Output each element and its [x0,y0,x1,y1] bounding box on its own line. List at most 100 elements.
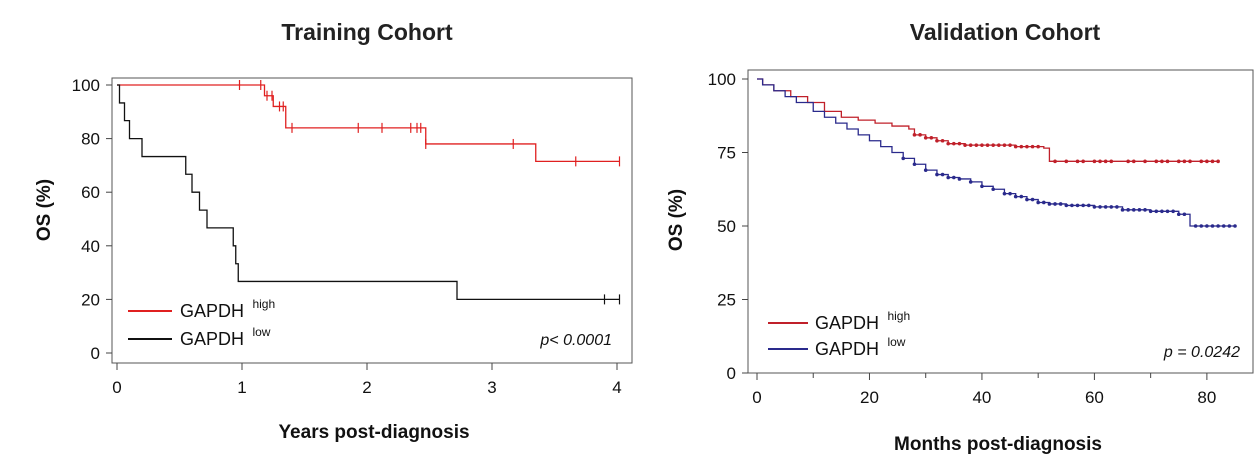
censor-mark [1109,205,1114,209]
censor-mark [912,133,917,137]
censor-mark [1176,212,1181,217]
censor-mark [940,172,945,177]
censor-mark [1098,159,1102,164]
censor-mark [1143,159,1147,164]
legend: GAPDH high GAPDH low [128,297,275,349]
censor-mark [1075,203,1080,208]
censor-mark [1053,202,1057,206]
censor-mark [1221,224,1226,228]
censor-mark [1131,159,1136,164]
censor-mark [1148,209,1153,214]
x-tick-label: 1 [237,378,246,397]
censor-mark [1176,159,1181,164]
censor-mark [1075,159,1080,164]
censor-mark [1036,200,1040,205]
censor-mark [1030,197,1035,202]
y-tick-label: 40 [81,237,100,256]
x-tick-label: 20 [860,388,879,407]
plot-frame [747,69,1254,374]
censor-mark [968,180,973,184]
survival-curves [757,78,1237,228]
censor-mark [1070,203,1074,208]
censor-mark [946,141,950,146]
y-tick-label: 60 [81,183,100,202]
censor-mark [952,141,956,146]
censor-mark [1025,197,1029,202]
survival-curves [117,80,621,305]
censor-mark [1165,209,1170,214]
censor-mark [1025,144,1029,149]
censor-mark [1092,159,1097,164]
censor-mark [1109,159,1114,164]
x-axis-title: Months post-diagnosis [894,434,1102,455]
legend: GAPDH high GAPDH low [768,309,910,359]
censor-mark [1160,159,1164,164]
censor-mark [923,168,928,172]
survival-curve-high [117,84,620,163]
legend-label: GAPDH [815,313,879,333]
censor-mark [968,143,973,147]
censor-mark [1030,144,1035,149]
x-tick-label: 0 [752,388,761,407]
censor-mark [1216,159,1220,164]
y-tick-label: 75 [717,144,736,163]
y-tick-label: 100 [708,70,736,89]
censor-mark [1058,202,1063,206]
censor-mark [1115,205,1119,209]
x-axis: 0 1 2 3 4 [112,363,622,397]
plot-frame [111,77,633,364]
censor-mark [929,136,934,140]
validation-cohort-panel: Validation Cohort 0 25 50 75 100 0 20 40 60 80 O… [666,19,1254,455]
x-tick-label: 4 [612,378,621,397]
x-tick-label: 0 [112,378,121,397]
censor-mark [957,141,962,146]
x-axis-title: Years post-diagnosis [278,422,469,443]
censor-mark [1042,200,1046,205]
censor-mark [901,156,906,161]
legend-entry-low: GAPDH low [180,325,271,349]
y-axis-title: OS (%) [666,189,687,251]
x-tick-label: 3 [487,378,496,397]
y-tick-label: 25 [717,291,736,310]
censor-mark [1205,224,1209,228]
censor-mark [1002,191,1007,196]
y-axis: 0 20 40 60 80 100 [72,76,112,363]
censor-mark [1013,194,1018,199]
censor-mark [1199,224,1204,228]
censor-mark [1199,159,1204,164]
x-tick-label: 2 [362,378,371,397]
censor-mark [1103,205,1108,209]
y-tick-label: 80 [81,130,100,149]
censor-mark [974,143,979,147]
censor-mark [1193,224,1198,228]
censor-mark [1008,191,1012,196]
y-axis-title: OS (%) [34,179,55,241]
censor-mark [935,138,939,143]
legend-sup: low [252,325,270,339]
censor-mark [1182,159,1187,164]
censor-mark [997,143,1001,147]
censor-mark [1137,208,1142,212]
censor-mark [946,175,950,180]
survival-curve-high [757,78,1219,162]
legend-sup: low [887,335,905,349]
censor-mark [1126,208,1130,212]
censor-mark [1002,143,1007,147]
censor-mark [918,133,922,137]
censor-mark [1154,159,1159,164]
censor-mark [1064,203,1069,208]
censor-mark [1103,159,1108,164]
legend-label: GAPDH [180,329,244,349]
legend-entry-low: GAPDH low [815,335,906,359]
censor-mark [912,162,917,167]
y-tick-label: 0 [91,344,100,363]
censor-mark [1120,208,1125,212]
y-tick-label: 0 [727,364,736,383]
censor-mark [1013,144,1018,149]
censor-mark [1053,159,1057,164]
censor-mark [1081,203,1085,208]
censor-mark [923,136,928,140]
training-cohort-panel: Training Cohort 0 20 40 60 80 100 0 1 2 3 4 OS (%… [34,19,633,443]
censor-mark [1216,224,1220,228]
legend-sup: high [887,309,910,323]
